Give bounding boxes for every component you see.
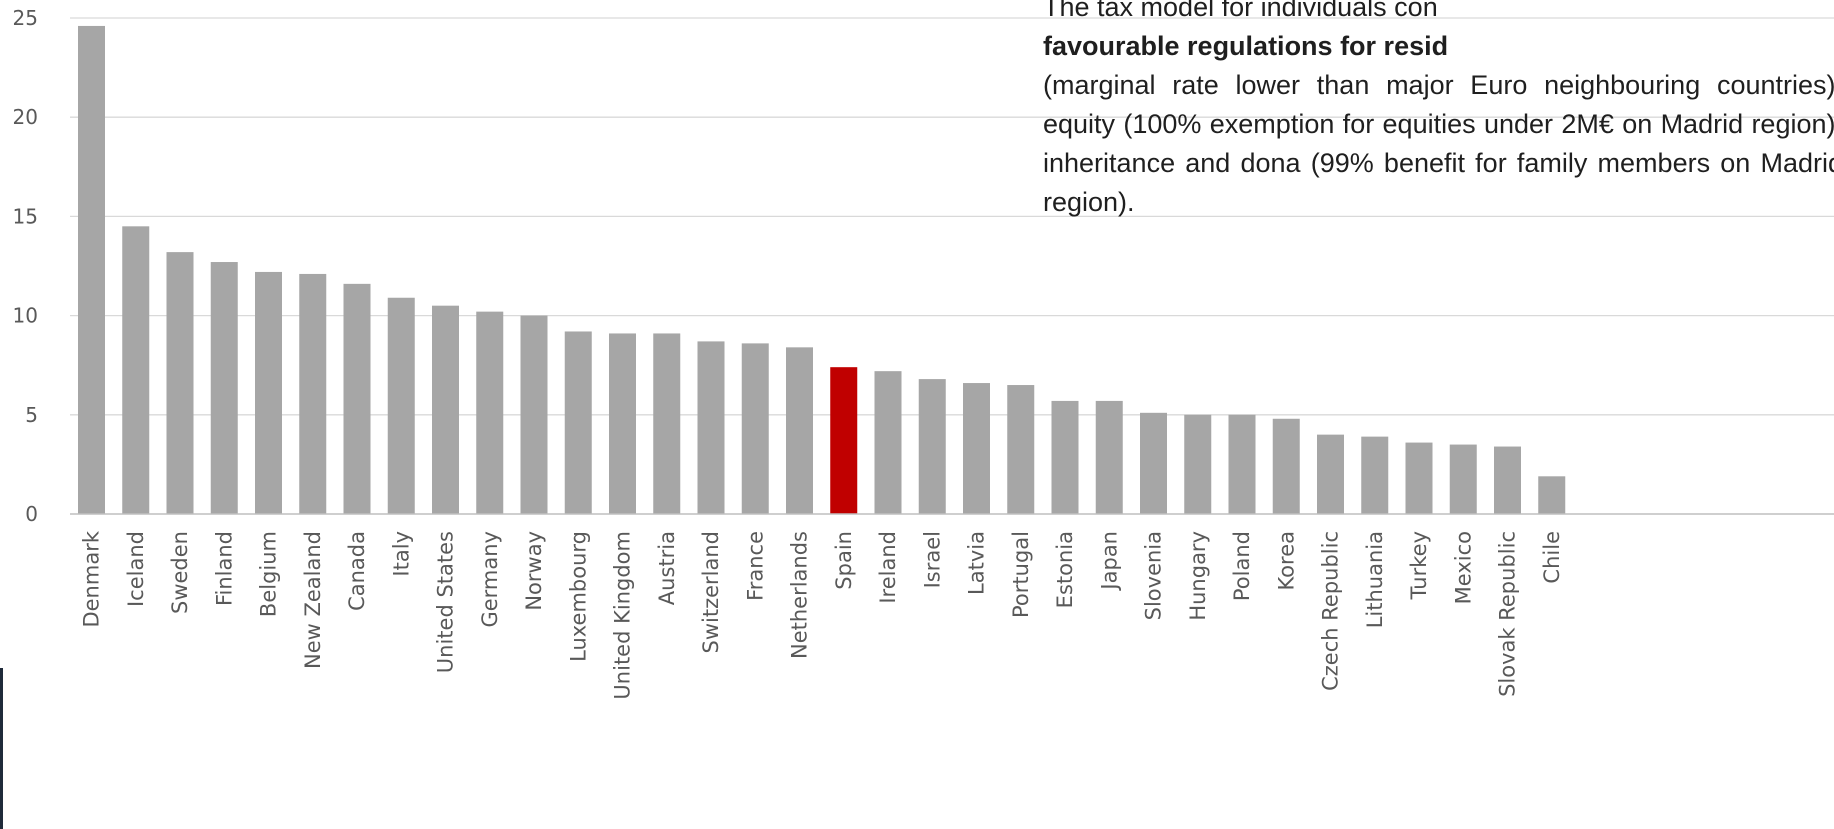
x-tick-label: Hungary (1186, 531, 1210, 621)
y-tick-label: 15 (13, 204, 38, 228)
bar (166, 252, 194, 514)
x-tick-label: Chile (1540, 531, 1564, 584)
x-tick-label: Denmark (80, 530, 104, 627)
bar (299, 273, 327, 514)
annotation-rest: (marginal rate lower than major Euro nei… (1043, 70, 1834, 217)
x-tick-label: United States (434, 531, 458, 673)
panel-edge (0, 668, 3, 829)
annotation-text: The tax model for individuals con favoura… (1043, 0, 1834, 222)
x-tick-label: Germany (478, 531, 502, 628)
bar (387, 297, 415, 514)
bar (1449, 444, 1477, 514)
x-tick-label: Slovenia (1142, 531, 1166, 620)
bar (1007, 385, 1035, 514)
bar (653, 333, 681, 514)
bar (1494, 446, 1521, 514)
bar (520, 315, 548, 514)
bar (1051, 400, 1079, 514)
x-tick-label: Belgium (257, 531, 281, 617)
annotation-line1: The tax model for individuals con (1043, 0, 1438, 22)
x-tick-label: Slovak Republic (1496, 531, 1520, 697)
y-tick-label: 0 (25, 502, 38, 526)
bar (432, 305, 459, 514)
bar (963, 383, 990, 514)
bar (78, 25, 105, 514)
bar (918, 379, 946, 514)
bar (741, 343, 769, 514)
x-tick-label: Austria (655, 531, 679, 605)
annotation-bold: favourable regulations for resid (1043, 31, 1449, 61)
y-tick-label: 25 (13, 6, 38, 30)
bar (1405, 442, 1433, 514)
bar (697, 341, 725, 514)
x-tick-label: New Zealand (301, 531, 325, 669)
x-tick-label: Japan (1097, 531, 1121, 592)
bar (343, 283, 371, 514)
x-tick-label: Norway (522, 531, 546, 611)
bar (210, 262, 238, 514)
x-tick-label: France (743, 531, 767, 601)
bar (122, 226, 150, 514)
bar (786, 347, 813, 514)
x-axis: Denmark Iceland Sweden Finland Belgium New Ze… (0, 513, 1834, 829)
x-tick-label: Czech Republic (1319, 531, 1343, 691)
x-tick-label: Spain (832, 531, 856, 590)
x-tick-label: Poland (1230, 531, 1254, 601)
x-tick-label: Finland (212, 531, 236, 606)
x-tick-label: Portugal (1009, 531, 1033, 618)
x-tick-label: Latvia (965, 531, 989, 595)
bar (564, 331, 592, 514)
bar (830, 367, 858, 514)
bar (1095, 400, 1123, 514)
bars (78, 25, 1566, 514)
x-tick-label: Canada (345, 531, 369, 611)
y-axis: 0 5 10 15 20 25 (13, 6, 38, 526)
x-tick-label: Turkey (1407, 531, 1431, 600)
bar (1184, 414, 1212, 514)
bar (1272, 418, 1300, 514)
x-tick-label: Iceland (124, 531, 148, 607)
y-tick-label: 20 (13, 105, 38, 129)
x-tick-label: Lithuania (1363, 531, 1387, 628)
bar (874, 371, 902, 514)
bar (255, 271, 282, 514)
x-tick-label: Mexico (1451, 531, 1475, 604)
y-tick-label: 10 (13, 304, 38, 328)
x-tick-label: Switzerland (699, 531, 723, 654)
bar (1317, 434, 1344, 514)
bar (1228, 414, 1256, 514)
x-tick-label: Italy (389, 531, 413, 577)
bar (1538, 476, 1566, 514)
x-tick-label: Estonia (1053, 531, 1077, 608)
x-tick-label: Netherlands (788, 531, 812, 659)
bar (1361, 436, 1389, 514)
bar (1140, 412, 1167, 514)
x-tick-label: Sweden (168, 531, 192, 614)
x-tick-label: Korea (1274, 531, 1298, 591)
x-tick-label: United Kingdom (611, 531, 635, 700)
x-tick-label: Ireland (876, 531, 900, 604)
x-tick-label: Luxembourg (566, 531, 590, 662)
y-tick-label: 5 (25, 403, 38, 427)
x-tick-label: Israel (920, 531, 944, 588)
bar (609, 333, 636, 514)
bar (476, 311, 504, 514)
